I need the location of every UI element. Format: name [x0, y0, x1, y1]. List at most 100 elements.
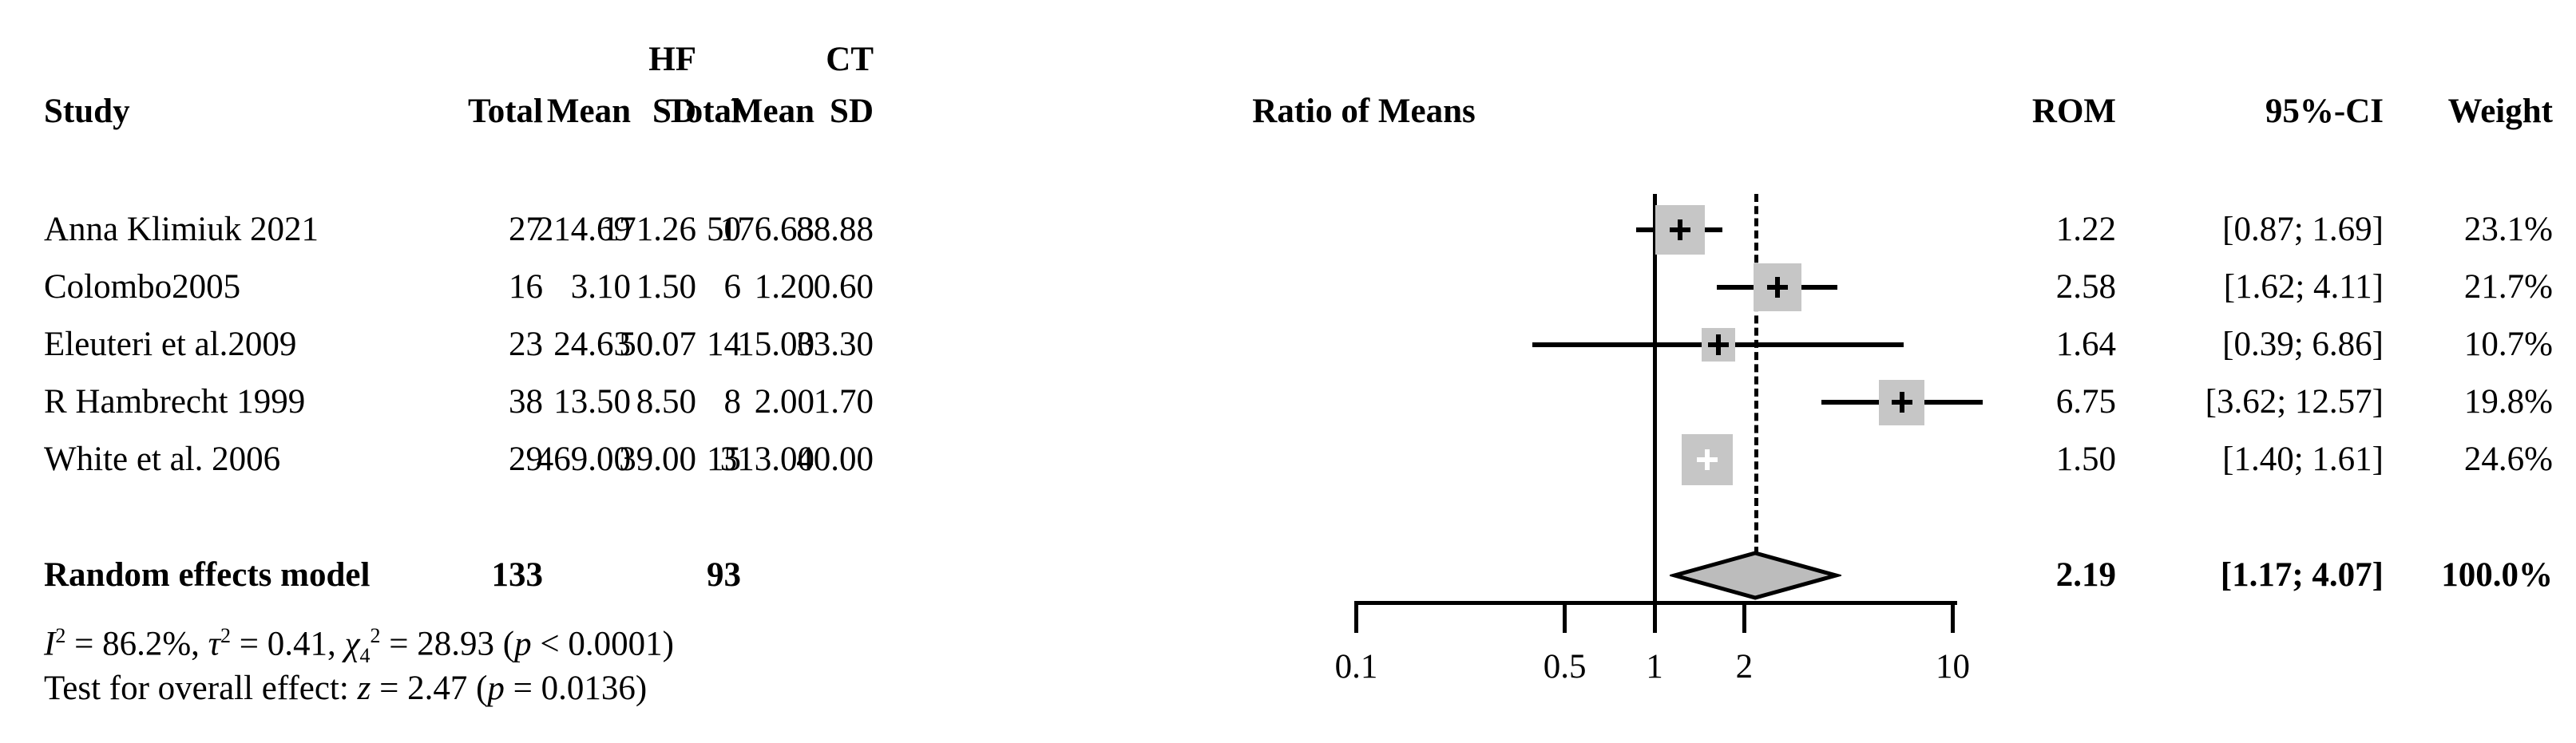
- hf-mean-cell: 214.69: [536, 211, 631, 248]
- ct-total-cell: 50: [707, 211, 741, 248]
- hf-mean-cell: 469.00: [536, 441, 631, 478]
- ct-sd-cell: 33.30: [796, 326, 874, 363]
- col-header-study: Study: [44, 93, 130, 130]
- hf-total-cell: 27: [509, 211, 543, 248]
- hf-sd-cell: 171.26: [601, 211, 696, 248]
- study-row: Eleuteri et al.2009 23 24.63 50.07 14 15…: [0, 322, 2576, 368]
- rom-cell: 1.22: [2055, 211, 2116, 248]
- pooled-line: [1754, 194, 1758, 555]
- plus-marker-icon: [1899, 392, 1904, 413]
- weight-cell: 21.7%: [2463, 268, 2553, 306]
- ref-line: [1652, 194, 1657, 633]
- pooled-rom: 2.19: [2055, 556, 2116, 594]
- ct-total-cell: 14: [707, 326, 741, 363]
- pooled-ct-total: 93: [707, 556, 741, 594]
- study-row: White et al. 2006 29 469.00 39.00 15 313…: [0, 437, 2576, 483]
- ct-total-cell: 8: [723, 383, 742, 421]
- rom-cell: 1.64: [2055, 326, 2116, 363]
- plus-marker-icon: [1716, 334, 1722, 355]
- col-header-hf-sd: SD: [652, 93, 696, 130]
- col-header-ct-sd: SD: [830, 93, 874, 130]
- hf-mean-cell: 24.63: [553, 326, 631, 363]
- hf-total-cell: 29: [509, 441, 543, 478]
- study-name: Colombo2005: [44, 268, 241, 306]
- hf-total-cell: 23: [509, 326, 543, 363]
- hf-sd-cell: 50.07: [619, 326, 696, 363]
- ct-mean-cell: 2.00: [754, 383, 814, 421]
- ct-mean-cell: 15.00: [737, 326, 814, 363]
- ct-sd-cell: 1.70: [813, 383, 874, 421]
- axis-tick: [1563, 601, 1567, 633]
- axis-tick: [1354, 601, 1358, 633]
- group-header-ct: CT: [826, 41, 874, 78]
- plus-marker-icon: [1704, 449, 1710, 470]
- weight-cell: 23.1%: [2463, 211, 2553, 248]
- hf-total-cell: 16: [509, 268, 543, 306]
- study-row: R Hambrecht 1999 38 13.50 8.50 8 2.00 1.…: [0, 379, 2576, 425]
- study-name: White et al. 2006: [44, 441, 281, 478]
- heterogeneity-row: I2 = 86.2%, τ2 = 0.41, χ42 = 28.93 (p < …: [0, 613, 2576, 667]
- ct-total-cell: 15: [707, 441, 741, 478]
- col-header-ct-total: Total: [666, 93, 741, 130]
- x-axis: [1356, 601, 1957, 605]
- ci-cell: [0.39; 6.86]: [2222, 326, 2384, 363]
- study-row: Colombo2005 16 3.10 1.50 6 1.20 0.60 2.5…: [0, 264, 2576, 310]
- col-header-ci: 95%-CI: [2265, 93, 2384, 130]
- axis-tick-label: 0.5: [1543, 648, 1587, 686]
- study-name: Anna Klimiuk 2021: [44, 211, 319, 248]
- axis-tick-label: 1: [1646, 648, 1663, 686]
- rom-cell: 1.50: [2055, 441, 2116, 478]
- group-header-row: HF CT: [0, 37, 2576, 83]
- hf-mean-cell: 3.10: [570, 268, 631, 306]
- overall-test-row: Test for overall effect: z = 2.47 (p = 0…: [0, 666, 2576, 712]
- axis-tick-label: 0.1: [1334, 648, 1378, 686]
- weight-cell: 10.7%: [2463, 326, 2553, 363]
- axis-tick-label: 10: [1936, 648, 1970, 686]
- overall-test-stats: Test for overall effect: z = 2.47 (p = 0…: [44, 670, 648, 707]
- col-header-weight: Weight: [2447, 93, 2553, 130]
- ct-mean-cell: 313.00: [719, 441, 814, 478]
- ci-cell: [1.40; 1.61]: [2222, 441, 2384, 478]
- ct-sd-cell: 40.00: [796, 441, 874, 478]
- group-header-hf: HF: [648, 41, 696, 78]
- rom-cell: 2.58: [2055, 268, 2116, 306]
- ct-mean-cell: 176.63: [719, 211, 814, 248]
- axis-tick: [1951, 601, 1955, 633]
- plus-marker-icon: [1678, 219, 1683, 240]
- study-name: Eleuteri et al.2009: [44, 326, 297, 363]
- col-header-hf-total: Total: [468, 93, 543, 130]
- hf-mean-cell: 13.50: [553, 383, 631, 421]
- col-header-hf-mean: Mean: [546, 93, 631, 130]
- weight-cell: 19.8%: [2463, 383, 2553, 421]
- hf-sd-cell: 39.00: [619, 441, 696, 478]
- ct-total-cell: 6: [723, 268, 742, 306]
- pooled-label: Random effects model: [44, 556, 371, 594]
- heterogeneity-stats: I2 = 86.2%, τ2 = 0.41, χ42 = 28.93 (p < …: [44, 624, 674, 667]
- hf-sd-cell: 1.50: [636, 268, 696, 306]
- pooled-weight: 100.0%: [2441, 556, 2553, 594]
- pooled-row: Random effects model 133 93 2.19 [1.17; …: [0, 552, 2576, 599]
- hf-total-cell: 38: [509, 383, 543, 421]
- ct-mean-cell: 1.20: [754, 268, 814, 306]
- ci-cell: [1.62; 4.11]: [2223, 268, 2384, 306]
- study-name: R Hambrecht 1999: [44, 383, 306, 421]
- hf-sd-cell: 8.50: [636, 383, 696, 421]
- plus-marker-icon: [1774, 277, 1780, 298]
- ct-sd-cell: 88.88: [796, 211, 874, 248]
- ci-cell: [0.87; 1.69]: [2222, 211, 2384, 248]
- weight-cell: 24.6%: [2463, 441, 2553, 478]
- study-row: Anna Klimiuk 2021 27 214.69 171.26 50 17…: [0, 207, 2576, 253]
- rom-cell: 6.75: [2055, 383, 2116, 421]
- ci-cell: [3.62; 12.57]: [2205, 383, 2384, 421]
- col-header-ct-mean: Mean: [730, 93, 814, 130]
- ct-sd-cell: 0.60: [813, 268, 874, 306]
- axis-tick-label: 2: [1735, 648, 1754, 686]
- axis-tick: [1742, 601, 1746, 633]
- pooled-diamond: [1670, 551, 1841, 600]
- col-header-effect: Ratio of Means: [1252, 93, 1476, 130]
- col-header-rom: ROM: [2031, 93, 2116, 130]
- pooled-ci: [1.17; 4.07]: [2220, 556, 2384, 594]
- pooled-hf-total: 133: [491, 556, 544, 594]
